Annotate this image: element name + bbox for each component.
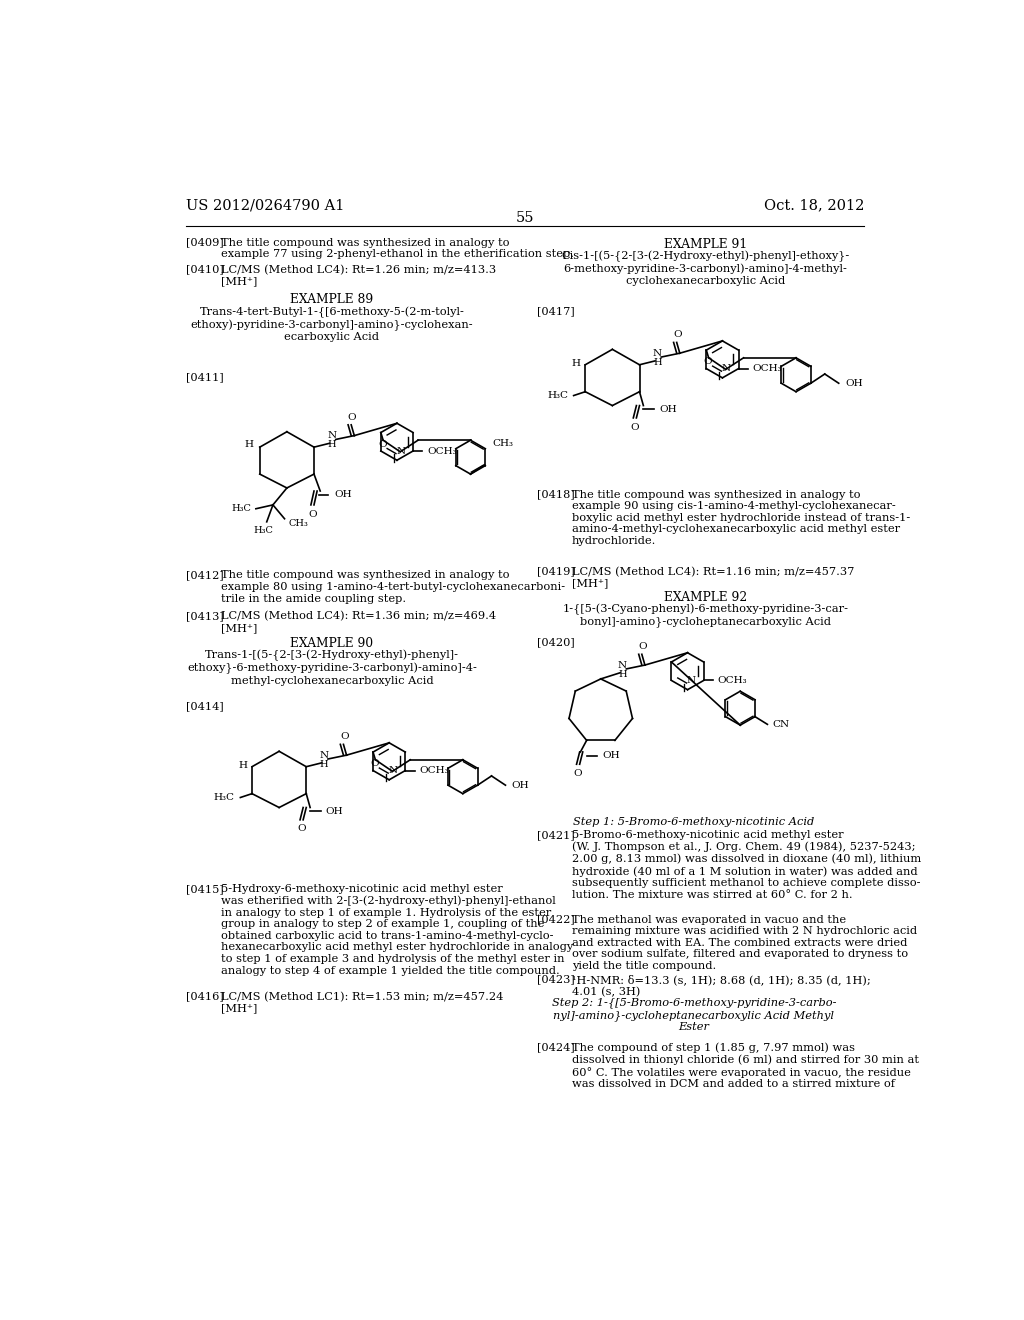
Text: CN: CN — [772, 719, 790, 729]
Text: O: O — [297, 825, 306, 833]
Text: [0422]: [0422] — [538, 915, 574, 924]
Text: EXAMPLE 92: EXAMPLE 92 — [664, 591, 746, 605]
Text: O: O — [573, 768, 583, 777]
Text: CH₃: CH₃ — [493, 438, 513, 447]
Text: H₃C: H₃C — [547, 391, 568, 400]
Text: H: H — [328, 441, 336, 449]
Text: [0420]: [0420] — [538, 638, 574, 647]
Text: 1-{[5-(3-Cyano-phenyl)-6-methoxy-pyridine-3-car-
bonyl]-amino}-cycloheptanecarbo: 1-{[5-(3-Cyano-phenyl)-6-methoxy-pyridin… — [562, 603, 848, 627]
Text: N: N — [722, 364, 731, 374]
Text: [0416]: [0416] — [186, 991, 224, 1002]
Text: [0419]: [0419] — [538, 566, 574, 577]
Text: N: N — [396, 446, 406, 455]
Text: Cis-1-[(5-{2-[3-(2-Hydroxy-ethyl)-phenyl]-ethoxy}-
6-methoxy-pyridine-3-carbonyl: Cis-1-[(5-{2-[3-(2-Hydroxy-ethyl)-phenyl… — [561, 251, 850, 286]
Text: H: H — [245, 441, 254, 449]
Text: [0417]: [0417] — [538, 306, 574, 317]
Text: OH: OH — [845, 379, 862, 388]
Text: O: O — [378, 440, 387, 449]
Text: [0412]: [0412] — [186, 570, 224, 581]
Text: [0424]: [0424] — [538, 1043, 574, 1052]
Text: O: O — [703, 358, 712, 366]
Text: H₃C: H₃C — [254, 527, 273, 536]
Text: H: H — [319, 760, 329, 768]
Text: Trans-4-tert-Butyl-1-{[6-methoxy-5-(2-m-tolyl-
ethoxy)-pyridine-3-carbonyl]-amin: Trans-4-tert-Butyl-1-{[6-methoxy-5-(2-m-… — [190, 306, 473, 342]
Text: OH: OH — [602, 751, 620, 760]
Text: OCH₃: OCH₃ — [419, 766, 449, 775]
Text: N: N — [328, 432, 337, 440]
Text: CH₃: CH₃ — [289, 519, 308, 528]
Text: ¹H-NMR: δ=13.3 (s, 1H); 8.68 (d, 1H); 8.35 (d, 1H);
4.01 (s, 3H): ¹H-NMR: δ=13.3 (s, 1H); 8.68 (d, 1H); 8.… — [572, 974, 870, 998]
Text: Trans-1-[(5-{2-[3-(2-Hydroxy-ethyl)-phenyl]-
ethoxy}-6-methoxy-pyridine-3-carbon: Trans-1-[(5-{2-[3-(2-Hydroxy-ethyl)-phen… — [187, 649, 477, 685]
Text: [0414]: [0414] — [186, 701, 224, 711]
Text: The title compound was synthesized in analogy to
example 90 using cis-1-amino-4-: The title compound was synthesized in an… — [572, 490, 910, 546]
Text: LC/MS (Method LC4): Rt=1.36 min; m/z=469.4
[MH⁺]: LC/MS (Method LC4): Rt=1.36 min; m/z=469… — [221, 611, 496, 634]
Text: OH: OH — [326, 807, 343, 816]
Text: [0411]: [0411] — [186, 372, 224, 383]
Text: [0409]: [0409] — [186, 238, 224, 248]
Text: LC/MS (Method LC1): Rt=1.53 min; m/z=457.24
[MH⁺]: LC/MS (Method LC1): Rt=1.53 min; m/z=457… — [221, 991, 504, 1014]
Text: [0423]: [0423] — [538, 974, 574, 985]
Text: 5-Hydroxy-6-methoxy-nicotinic acid methyl ester
was etherified with 2-[3-(2-hydr: 5-Hydroxy-6-methoxy-nicotinic acid methy… — [221, 884, 573, 975]
Text: OH: OH — [334, 491, 352, 499]
Text: Oct. 18, 2012: Oct. 18, 2012 — [764, 198, 864, 213]
Text: O: O — [631, 422, 639, 432]
Text: O: O — [340, 733, 348, 742]
Text: O: O — [673, 330, 682, 339]
Text: The compound of step 1 (1.85 g, 7.97 mmol) was
dissolved in thionyl chloride (6 : The compound of step 1 (1.85 g, 7.97 mmo… — [572, 1043, 920, 1089]
Text: The methanol was evaporated in vacuo and the
remaining mixture was acidified wit: The methanol was evaporated in vacuo and… — [572, 915, 918, 972]
Text: 55: 55 — [515, 211, 535, 224]
Text: [0421]: [0421] — [538, 830, 574, 840]
Text: [0415]: [0415] — [186, 884, 224, 894]
Text: [0413]: [0413] — [186, 611, 224, 622]
Text: H: H — [618, 669, 627, 678]
Text: EXAMPLE 90: EXAMPLE 90 — [290, 638, 374, 651]
Text: OCH₃: OCH₃ — [753, 364, 782, 374]
Text: O: O — [638, 643, 647, 651]
Text: OH: OH — [512, 780, 529, 789]
Text: OH: OH — [658, 405, 677, 414]
Text: OCH₃: OCH₃ — [427, 446, 457, 455]
Text: H: H — [571, 359, 581, 368]
Text: N: N — [617, 660, 627, 669]
Text: [0418]: [0418] — [538, 490, 574, 499]
Text: H: H — [239, 760, 248, 770]
Text: US 2012/0264790 A1: US 2012/0264790 A1 — [186, 198, 344, 213]
Text: OCH₃: OCH₃ — [718, 676, 748, 685]
Text: Step 2: 1-{[5-Bromo-6-methoxy-pyridine-3-carbo-
nyl]-amino}-cycloheptanecarboxyl: Step 2: 1-{[5-Bromo-6-methoxy-pyridine-3… — [552, 998, 836, 1032]
Text: EXAMPLE 89: EXAMPLE 89 — [290, 293, 374, 306]
Text: The title compound was synthesized in analogy to
example 77 using 2-phenyl-ethan: The title compound was synthesized in an… — [221, 238, 574, 259]
Text: O: O — [308, 511, 316, 519]
Text: N: N — [652, 348, 662, 358]
Text: 5-Bromo-6-methoxy-nicotinic acid methyl ester
(W. J. Thompson et al., J. Org. Ch: 5-Bromo-6-methoxy-nicotinic acid methyl … — [572, 830, 922, 900]
Text: LC/MS (Method LC4): Rt=1.16 min; m/z=457.37
[MH⁺]: LC/MS (Method LC4): Rt=1.16 min; m/z=457… — [572, 566, 854, 589]
Text: H₃C: H₃C — [214, 793, 234, 803]
Text: N: N — [319, 751, 329, 759]
Text: LC/MS (Method LC4): Rt=1.26 min; m/z=413.3
[MH⁺]: LC/MS (Method LC4): Rt=1.26 min; m/z=413… — [221, 264, 496, 286]
Text: N: N — [687, 676, 696, 685]
Text: H: H — [653, 358, 662, 367]
Text: O: O — [348, 413, 356, 422]
Text: The title compound was synthesized in analogy to
example 80 using 1-amino-4-tert: The title compound was synthesized in an… — [221, 570, 565, 603]
Text: EXAMPLE 91: EXAMPLE 91 — [664, 238, 746, 251]
Text: Step 1: 5-Bromo-6-methoxy-nicotinic Acid: Step 1: 5-Bromo-6-methoxy-nicotinic Acid — [573, 817, 814, 826]
Text: H₃C: H₃C — [231, 504, 251, 513]
Text: N: N — [388, 766, 397, 775]
Text: O: O — [371, 759, 379, 768]
Text: [0410]: [0410] — [186, 264, 224, 275]
